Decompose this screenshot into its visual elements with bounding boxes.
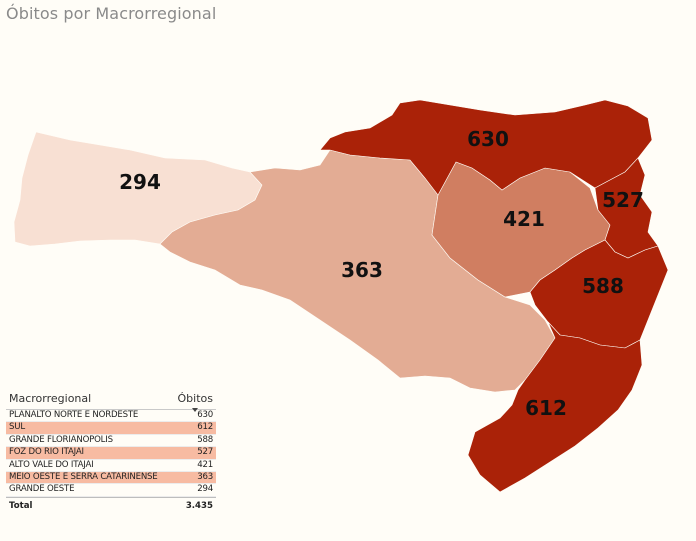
row-deaths: 588 <box>197 434 213 445</box>
row-deaths: 421 <box>197 459 213 470</box>
row-region: GRANDE OESTE <box>9 484 75 495</box>
row-region: PLANALTO NORTE E NORDESTE <box>9 410 139 420</box>
row-deaths: 612 <box>197 422 213 433</box>
label-value-planalto-norte: 630 <box>467 127 509 151</box>
row-region: FOZ DO RIO ITAJAI <box>9 447 84 458</box>
table-row[interactable]: MEIO OESTE E SERRA CATARINENSE 363 <box>6 471 216 485</box>
row-deaths: 630 <box>197 410 213 420</box>
label-value-grande-florianopolis: 588 <box>582 274 624 298</box>
table-body: PLANALTO NORTE E NORDESTE 630 SUL 612 GR… <box>6 410 216 497</box>
table-row[interactable]: FOZ DO RIO ITAJAI 527 <box>6 447 216 460</box>
table-row[interactable]: GRANDE FLORIANOPOLIS 588 <box>6 434 216 448</box>
total-label: Total <box>9 500 33 511</box>
table-row[interactable]: GRANDE OESTE 294 <box>6 484 216 497</box>
label-value-alto-vale: 421 <box>503 207 545 231</box>
table-row[interactable]: PLANALTO NORTE E NORDESTE 630 <box>6 410 216 423</box>
row-region: ALTO VALE DO ITAJAI <box>9 459 94 470</box>
column-header-deaths-label: Óbitos <box>177 392 213 405</box>
region-foz-rio-itajai[interactable] <box>594 157 659 259</box>
table-total-row: Total 3.435 <box>6 496 216 512</box>
table-row[interactable]: ALTO VALE DO ITAJAI 421 <box>6 460 216 472</box>
region-sul[interactable] <box>467 321 643 493</box>
row-deaths: 527 <box>197 447 213 458</box>
deaths-table: Macrorregional Óbitos PLANALTO NORTE E N… <box>6 392 216 512</box>
row-region: SUL <box>9 422 25 433</box>
total-value: 3.435 <box>185 500 213 511</box>
label-value-foz-rio-itajai: 527 <box>602 188 644 212</box>
label-value-grande-oeste: 294 <box>119 170 161 194</box>
table-row[interactable]: SUL 612 <box>6 422 216 435</box>
row-region: GRANDE FLORIANOPOLIS <box>9 434 113 445</box>
column-header-region[interactable]: Macrorregional <box>9 392 92 405</box>
sort-descending-icon <box>192 408 199 412</box>
table-header: Macrorregional Óbitos <box>6 392 216 412</box>
label-value-meio-oeste: 363 <box>341 258 383 282</box>
label-value-sul: 612 <box>525 396 567 420</box>
page-title: Óbitos por Macrorregional <box>6 4 217 23</box>
column-header-deaths[interactable]: Óbitos <box>177 392 213 412</box>
row-region: MEIO OESTE E SERRA CATARINENSE <box>9 471 158 482</box>
row-deaths: 363 <box>197 471 213 482</box>
row-deaths: 294 <box>197 484 213 495</box>
